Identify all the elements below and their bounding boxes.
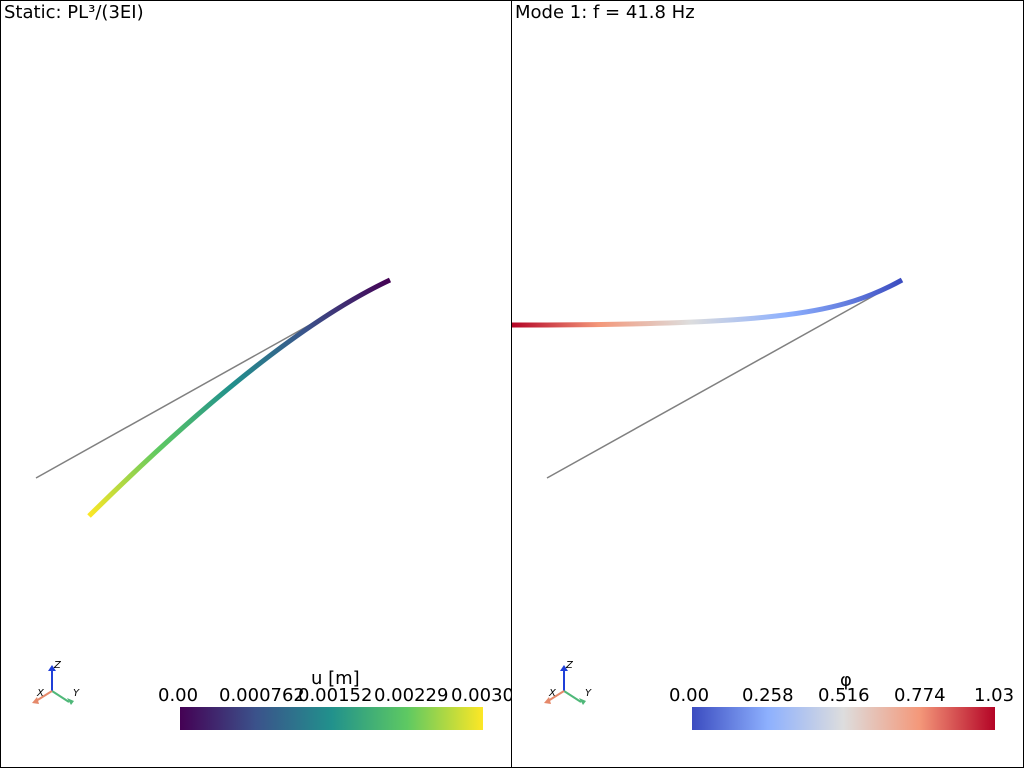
colorbar-tick-0: 0.00 [158,685,199,706]
z-axis-head [48,665,56,671]
x-axis-arrow [547,690,565,702]
y-axis-arrow [563,690,582,703]
colorbar-tick-3: 0.00229 [374,685,449,706]
colorbar-tick-3: 0.774 [894,685,946,706]
y-axis-label: Y [585,688,592,699]
colorbar-tick-1: 0.000762 [219,685,305,706]
axes-triad: Z Y X [544,660,592,705]
y-axis-arrow [51,690,70,703]
axes-triad: Z Y X [32,660,80,705]
z-axis-label: Z [53,660,62,671]
colorbar-title: φ [840,670,852,691]
static-scene: Z Y X [32,277,483,730]
x-axis-head [544,697,551,704]
y-axis-label: Y [73,688,80,699]
y-axis-head [67,698,74,705]
colorbar-tick-2: 0.00152 [298,685,373,706]
mode-scene: Z Y X [512,277,995,730]
colorbar-tick-1: 0.258 [742,685,794,706]
x-axis-arrow [35,690,53,702]
colorbar-title: u [m] [311,668,360,689]
colorbar-tick-2: 0.516 [818,685,870,706]
mode-shape-beam [512,277,904,328]
z-axis-label: Z [565,660,574,671]
static-deflection-viewport[interactable]: Static: PL³/(3EI) [0,0,512,768]
x-axis-head [32,697,39,704]
z-axis-head [560,665,568,671]
undeformed-beam-line [546,279,903,479]
y-axis-head [579,698,586,705]
colorbar-gradient [692,707,995,730]
mode-shape-viewport[interactable]: Mode 1: f = 41.8 Hz [511,0,1024,768]
colorbar-tick-4: 0.00305 [451,685,511,706]
colorbar-gradient [180,707,483,730]
x-axis-label: X [36,688,45,699]
x-axis-label: X [548,688,557,699]
deformed-beam [87,277,392,518]
colorbar-tick-0: 0.00 [669,685,710,706]
viewport-title: Mode 1: f = 41.8 Hz [515,2,695,23]
colorbar-tick-4: 1.03 [974,685,1015,706]
viewport-title: Static: PL³/(3EI) [4,2,144,23]
